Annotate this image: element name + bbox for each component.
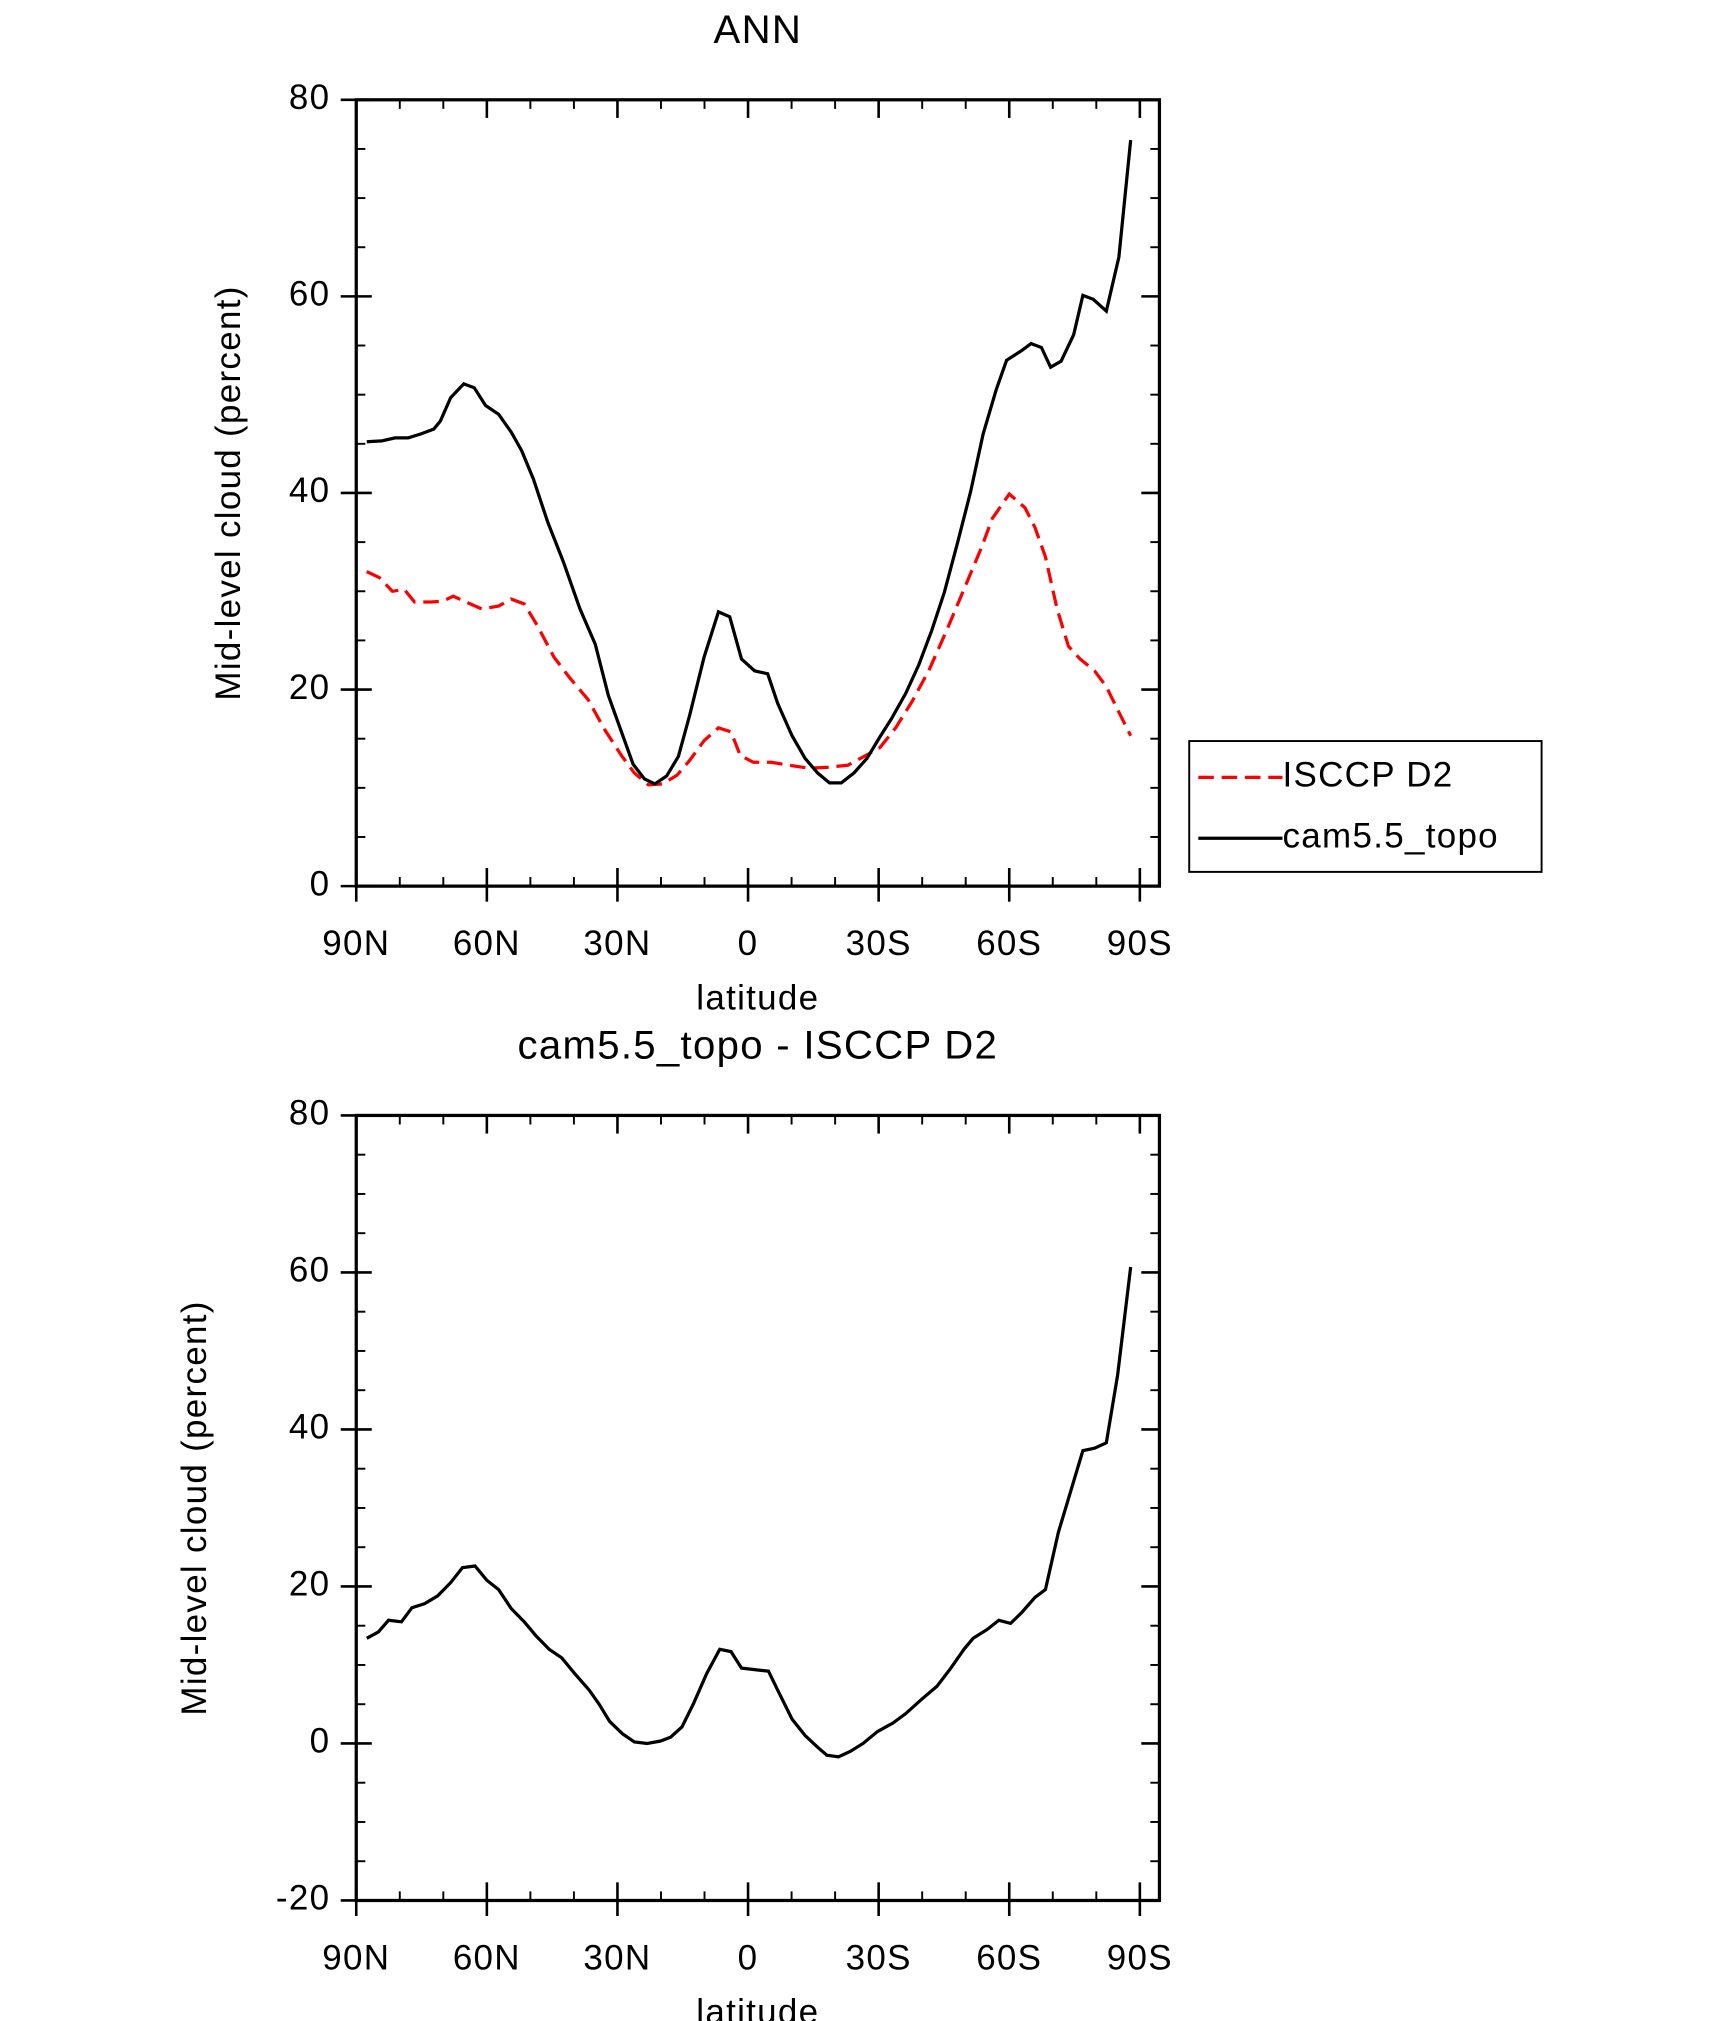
x-tick-label: 0 (738, 1938, 759, 1977)
plot-frame (354, 1113, 1162, 1903)
chart-title: ANN (714, 7, 803, 52)
legend-label: ISCCP D2 (1283, 756, 1454, 795)
x-tick-label: 60S (976, 1938, 1042, 1977)
y-axis-label: Mid-level cloud (percent) (175, 1300, 214, 1715)
x-tick-label: 30S (846, 1938, 912, 1977)
y-tick-label: 0 (310, 864, 331, 903)
x-tick-label: 90S (1107, 924, 1173, 963)
x-tick-label: 90N (322, 924, 390, 963)
x-tick-label: 90S (1107, 1938, 1173, 1977)
plot-frame (354, 98, 1162, 888)
legend-box (1188, 740, 1543, 873)
chart: ANN latitude Mid-level cloud (percent) 0 20 4… (209, 7, 1543, 1017)
y-tick-label: 60 (289, 275, 331, 314)
legend: ISCCP D2 cam5.5_topo (1188, 740, 1543, 873)
y-tick-label: 80 (289, 1094, 331, 1133)
x-tick-label: 60N (453, 924, 521, 963)
y-axis-label: Mid-level cloud (percent) (209, 285, 248, 700)
y-tick-label: 20 (289, 668, 331, 707)
legend-label: cam5.5_topo (1283, 816, 1499, 855)
y-tick-label: -20 (276, 1879, 330, 1918)
y-tick-label: 60 (289, 1251, 331, 1290)
data-line (366, 139, 1133, 786)
x-tick-label: 90N (322, 1938, 390, 1977)
y-tick-label: 40 (289, 1408, 331, 1447)
x-tick-label: 60N (453, 1938, 521, 1977)
x-tick-label: 60S (976, 924, 1042, 963)
x-tick-label: 30N (583, 1938, 651, 1977)
x-tick-label: 30N (583, 924, 651, 963)
chart: cam5.5_topo - ISCCP D2 latitude Mid-level … (175, 1023, 1173, 2021)
y-tick-label: 40 (289, 471, 331, 510)
y-tick-label: 20 (289, 1565, 331, 1604)
chart-title: cam5.5_topo - ISCCP D2 (518, 1023, 999, 1068)
x-tick-label: 30S (846, 924, 912, 963)
y-tick-label: 0 (310, 1722, 331, 1761)
x-tick-label: 0 (738, 924, 759, 963)
data-line (366, 491, 1133, 787)
x-axis-label: latitude (696, 978, 819, 1017)
data-line (365, 1266, 1133, 1759)
x-axis-label: latitude (696, 1993, 819, 2021)
y-tick-label: 80 (289, 78, 331, 117)
